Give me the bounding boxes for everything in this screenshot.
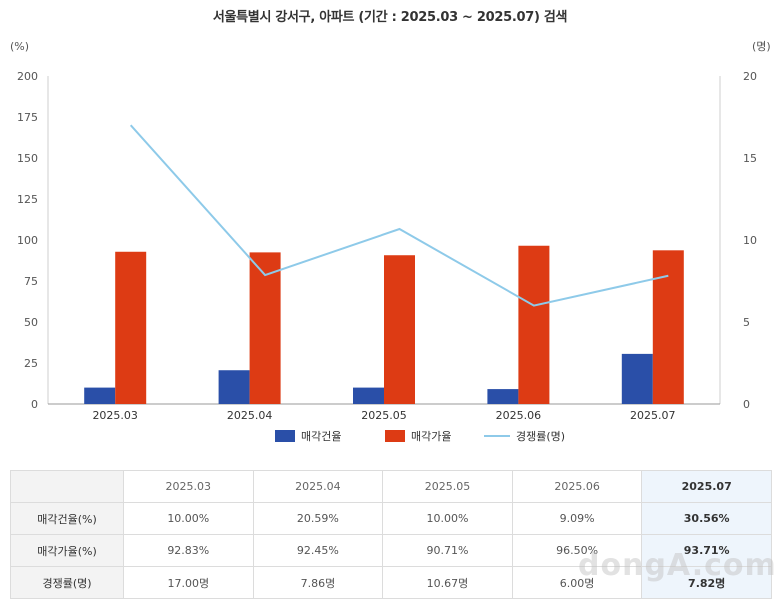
legend-label: 매각건율: [301, 430, 341, 443]
table-header-row: 2025.03 2025.04 2025.05 2025.06 2025.07: [10, 470, 772, 503]
left-tick-label: 75: [24, 275, 38, 288]
right-tick-label: 15: [743, 152, 757, 165]
table-cell: 10.00%: [123, 502, 254, 535]
chart-title: 서울특별시 강서구, 아파트 (기간 : 2025.03 ~ 2025.07) …: [212, 10, 568, 25]
chart-legend: 매각건율 매각가율 경쟁률(명): [275, 430, 565, 443]
bar: [353, 387, 384, 404]
table-cell: 10.00%: [382, 502, 513, 535]
table-cell-highlighted: 7.82명: [641, 566, 772, 599]
category-label: 2025.06: [496, 409, 542, 422]
table-cell-highlighted: 93.71%: [641, 534, 772, 567]
legend-label: 경쟁률(명): [516, 430, 565, 443]
left-tick-label: 125: [17, 193, 38, 206]
bar: [621, 353, 653, 404]
column-header: 2025.06: [511, 470, 643, 503]
column-header: 2025.04: [252, 470, 384, 503]
legend-swatch: [385, 430, 405, 442]
table-cell: 20.59%: [252, 502, 384, 535]
series-line: [129, 124, 669, 307]
watermark: dongA.com: [578, 548, 777, 583]
category-label: 2025.05: [361, 409, 407, 422]
table-row: 매각가율(%) 92.83% 92.45% 90.71% 96.50% 93.7…: [10, 534, 772, 567]
row-header: 매각가율(%): [10, 534, 124, 567]
table-cell: 7.86명: [252, 566, 384, 599]
row-header: 경쟁률(명): [10, 566, 124, 599]
bar: [518, 245, 550, 404]
table-cell: 10.67명: [382, 566, 513, 599]
legend-swatch: [275, 430, 295, 442]
right-axis-unit: (명): [752, 40, 771, 53]
column-header-highlighted: 2025.07: [641, 470, 772, 503]
category-label: 2025.03: [92, 409, 138, 422]
left-tick-label: 25: [24, 357, 38, 370]
table-row: 매각건율(%) 10.00% 20.59% 10.00% 9.09% 30.56…: [10, 502, 772, 535]
left-tick-label: 0: [31, 398, 38, 411]
combo-chart: (%) (명) 0 25 50 75 100 125 150 175 200 0 5 10 15 20 2…: [10, 40, 771, 443]
left-axis-unit: (%): [10, 40, 29, 53]
data-table: 2025.03 2025.04 2025.05 2025.06 2025.07 …: [10, 470, 772, 599]
table-cell: 92.45%: [252, 534, 384, 567]
left-tick-label: 50: [24, 316, 38, 329]
column-header: 2025.03: [123, 470, 254, 503]
table-cell: 9.09%: [511, 502, 643, 535]
right-tick-label: 20: [743, 70, 757, 83]
left-tick-label: 150: [17, 152, 38, 165]
left-tick-label: 100: [17, 234, 38, 247]
column-header: 2025.05: [382, 470, 513, 503]
table-cell: 17.00명: [123, 566, 254, 599]
left-tick-label: 175: [17, 111, 38, 124]
bar: [384, 255, 415, 404]
bar: [487, 389, 519, 404]
row-header: 매각건율(%): [10, 502, 124, 535]
left-tick-label: 200: [17, 70, 38, 83]
table-cell: 92.83%: [123, 534, 254, 567]
right-tick-label: 0: [743, 398, 750, 411]
category-label: 2025.07: [630, 409, 676, 422]
table-cell: 90.71%: [382, 534, 513, 567]
bar: [115, 251, 147, 404]
table-cell-highlighted: 30.56%: [641, 502, 772, 535]
bar: [218, 370, 250, 404]
category-label: 2025.04: [227, 409, 273, 422]
legend-label: 매각가율: [411, 430, 451, 443]
bar: [84, 387, 116, 404]
bar: [652, 250, 684, 404]
right-tick-label: 5: [743, 316, 750, 329]
bar: [249, 252, 281, 404]
table-corner-cell: [10, 470, 124, 503]
right-tick-label: 10: [743, 234, 757, 247]
table-row: 경쟁률(명) 17.00명 7.86명 10.67명 6.00명 7.82명: [10, 566, 772, 599]
